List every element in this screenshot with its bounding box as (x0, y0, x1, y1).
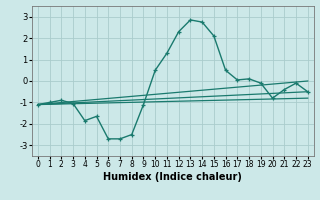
X-axis label: Humidex (Indice chaleur): Humidex (Indice chaleur) (103, 172, 242, 182)
